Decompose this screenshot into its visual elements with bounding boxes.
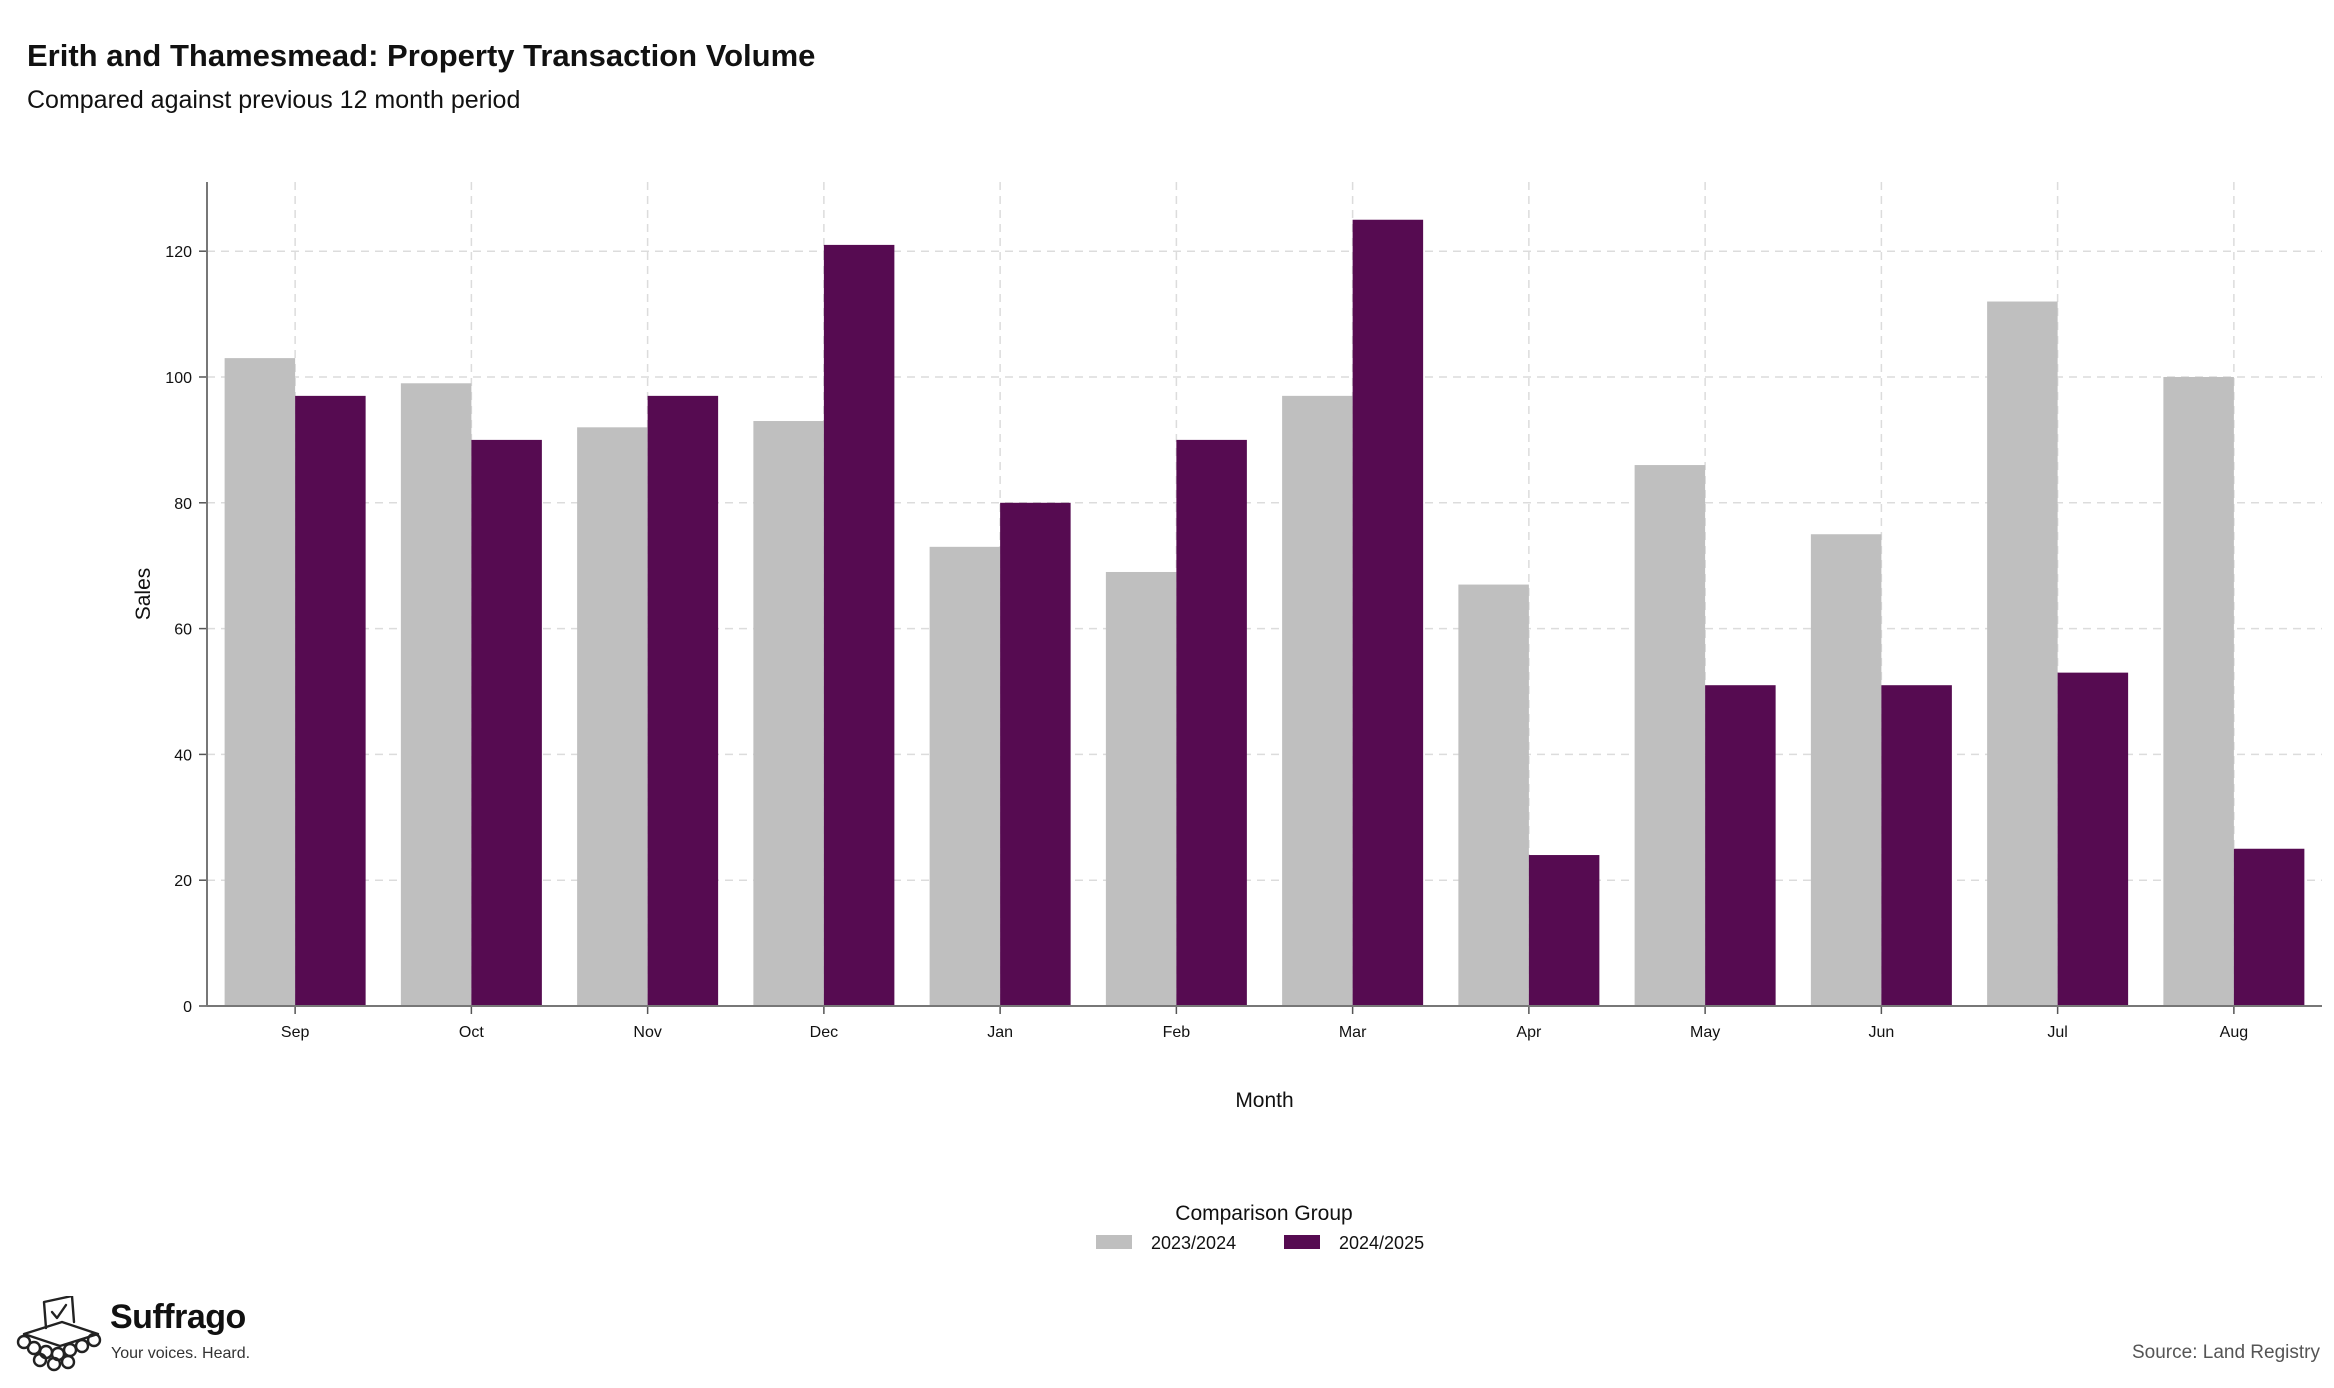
y-tick-label: 60: [174, 622, 192, 639]
x-tick-label: Feb: [1163, 1024, 1191, 1041]
brand-name: Suffrago: [110, 1298, 246, 1336]
bar-2023/2024-Sep: [224, 358, 296, 1006]
bar-2024/2025-Dec: [823, 244, 895, 1006]
y-tick-label: 80: [174, 496, 192, 513]
legend-title: Comparison Group: [1175, 1202, 1352, 1225]
y-tick-label: 120: [165, 244, 192, 261]
axes: [199, 182, 2322, 1014]
bar-2023/2024-Jan: [929, 546, 1001, 1006]
bar-2023/2024-Dec: [753, 421, 824, 1006]
bar-2023/2024-Mar: [1282, 395, 1353, 1006]
x-tick-label: Apr: [1516, 1024, 1542, 1041]
ballot-box-logo-icon: [16, 1296, 102, 1372]
x-tick-label: Nov: [633, 1024, 661, 1041]
bar-2024/2025-Apr: [1528, 855, 1600, 1006]
chart-subtitle: Compared against previous 12 month perio…: [27, 86, 521, 114]
bar-2024/2025-Nov: [647, 395, 719, 1006]
bar-2024/2025-Jun: [1881, 685, 1952, 1006]
brand-tagline: Your voices. Heard.: [111, 1345, 251, 1362]
x-tick-label: Jan: [987, 1024, 1013, 1041]
x-tick-label: Dec: [810, 1024, 838, 1041]
bar-2023/2024-Apr: [1458, 584, 1529, 1006]
y-axis-title: Sales: [132, 568, 155, 621]
chart-title: Erith and Thamesmead: Property Transacti…: [27, 38, 816, 73]
x-tick-label: Aug: [2220, 1024, 2248, 1041]
legend-swatch: [1096, 1235, 1132, 1249]
bar-2023/2024-Jun: [1810, 534, 1882, 1006]
bar-chart: 0 20 40 60 80 100 120 Sep Oct Nov Dec Jan Feb Mar Apr…: [132, 182, 2322, 1253]
source-note: Source: Land Registry: [2132, 1342, 2320, 1363]
legend-label: 2023/2024: [1151, 1233, 1236, 1253]
bar-2023/2024-Oct: [400, 383, 472, 1006]
y-tick-label: 40: [174, 747, 192, 764]
bar-2024/2025-Jan: [1000, 502, 1071, 1006]
x-tick-labels: Sep Oct Nov Dec Jan Feb Mar Apr May Jun Jul Aug: [281, 1024, 2248, 1041]
bar-2023/2024-May: [1634, 465, 1706, 1006]
bar-2023/2024-Nov: [577, 427, 648, 1006]
x-tick-label: Jun: [1868, 1024, 1894, 1041]
bars: [224, 219, 2305, 1006]
y-tick-label: 20: [174, 873, 192, 890]
legend-label: 2024/2025: [1339, 1233, 1424, 1253]
x-tick-label: Jul: [2047, 1024, 2067, 1041]
x-tick-label: Mar: [1339, 1024, 1367, 1041]
y-tick-labels: 0 20 40 60 80 100 120: [165, 244, 192, 1016]
bar-2024/2025-Mar: [1352, 219, 1424, 1006]
bar-2024/2025-Sep: [295, 395, 366, 1006]
bar-2024/2025-Jul: [2057, 672, 2129, 1006]
bar-2023/2024-Aug: [2163, 376, 2234, 1006]
x-tick-label: Oct: [459, 1024, 484, 1041]
legend: Comparison Group 2023/2024 2024/2025: [1096, 1202, 1424, 1253]
y-tick-label: 0: [183, 999, 192, 1016]
x-tick-label: Sep: [281, 1024, 310, 1041]
x-axis-title: Month: [1235, 1089, 1293, 1112]
bar-2023/2024-Feb: [1105, 571, 1177, 1006]
legend-swatch: [1284, 1235, 1320, 1249]
bar-2024/2025-Oct: [471, 439, 542, 1006]
x-tick-label: May: [1690, 1024, 1720, 1041]
bar-2023/2024-Jul: [1987, 301, 2058, 1006]
bar-2024/2025-May: [1705, 685, 1776, 1006]
y-tick-label: 100: [165, 370, 192, 387]
bar-2024/2025-Aug: [2233, 848, 2305, 1006]
bar-2024/2025-Feb: [1176, 439, 1247, 1006]
